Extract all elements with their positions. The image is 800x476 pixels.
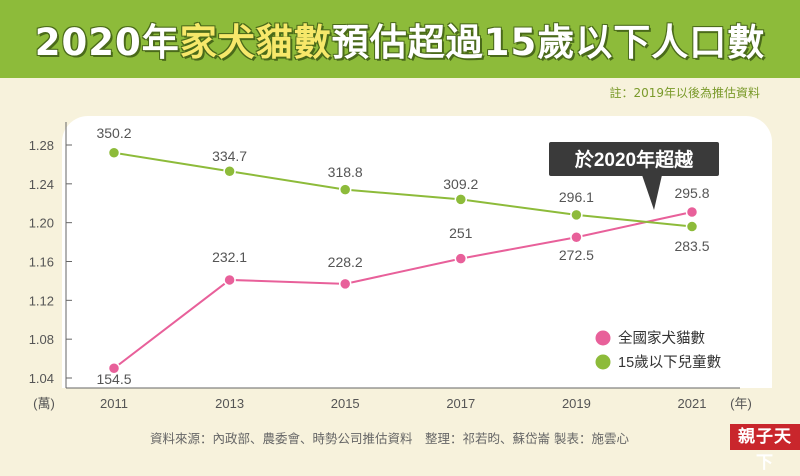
data-label-children: 296.1 xyxy=(559,189,594,205)
data-label-pets: 154.5 xyxy=(96,371,131,387)
line-chart: 1.28 1.24 1.20 1.16 1.12 1.08 1.04 (萬) 2011 2013 2… xyxy=(29,122,752,411)
data-label-children: 318.8 xyxy=(328,164,363,180)
y-tick-label: 1.04 xyxy=(29,371,54,386)
data-label-pets: 228.2 xyxy=(328,254,363,270)
data-label-children: 350.2 xyxy=(96,125,131,141)
y-axis-unit-label: (萬) xyxy=(33,396,55,411)
y-tick-label: 1.20 xyxy=(29,216,54,231)
data-label-pets: 295.8 xyxy=(674,185,709,201)
data-point xyxy=(338,183,352,196)
title-year: 2020年 xyxy=(34,21,180,64)
data-point xyxy=(454,193,468,206)
data-point xyxy=(685,220,699,233)
y-tick-label: 1.08 xyxy=(29,332,54,347)
y-tick-label: 1.16 xyxy=(29,255,54,270)
source-credit: 資料來源：內政部、農委會、時勢公司推估資料 整理：祁若昀、蘇岱崙 製表：施雲心 xyxy=(150,431,629,446)
legend-label: 全國家犬貓數 xyxy=(618,329,705,347)
legend-swatch xyxy=(595,330,611,346)
x-tick-label: 2013 xyxy=(215,396,244,411)
callout-pointer xyxy=(642,175,662,210)
y-tick-label: 1.12 xyxy=(29,293,54,308)
data-point xyxy=(223,273,236,287)
data-label-children: 283.5 xyxy=(674,238,709,254)
data-label-pets: 232.1 xyxy=(212,249,247,265)
data-point xyxy=(107,362,121,375)
callout-box xyxy=(549,142,719,176)
title-highlight: 家犬貓數 xyxy=(179,21,332,64)
series-line-children xyxy=(113,151,693,228)
legend-swatch xyxy=(595,354,611,370)
data-label-children: 309.2 xyxy=(443,176,478,192)
data-point xyxy=(570,208,583,222)
data-point xyxy=(570,230,583,244)
page-title: 2020年家犬貓數預估超過15歲以下人口數 xyxy=(0,12,800,66)
x-tick-label: 2021 xyxy=(678,396,707,411)
x-tick-label: 2015 xyxy=(331,396,360,411)
x-tick-label: 2019 xyxy=(562,396,591,411)
x-tick-label: 2017 xyxy=(446,396,475,411)
x-tick-label: 2011 xyxy=(100,396,128,411)
data-point xyxy=(223,164,236,178)
series-line-pets xyxy=(113,211,693,370)
publisher-logo: 親子天下 xyxy=(730,424,800,473)
data-point xyxy=(685,205,699,219)
legend-label: 15歲以下兒童數 xyxy=(618,353,721,371)
callout-text: 於2020年超越 xyxy=(575,148,694,171)
data-point xyxy=(107,146,121,160)
forecast-note: 註：2019年以後為推估資料 xyxy=(609,86,760,100)
data-point xyxy=(454,252,468,265)
title-rest: 預估超過15歲以下人口數 xyxy=(331,21,766,64)
data-label-pets: 272.5 xyxy=(559,247,594,263)
y-tick-label: 1.24 xyxy=(29,177,54,192)
data-label-children: 334.7 xyxy=(212,148,247,164)
y-tick-label: 1.28 xyxy=(29,138,54,153)
x-axis-unit-label: (年) xyxy=(730,396,752,411)
data-point xyxy=(338,277,352,291)
title-banner xyxy=(0,0,800,78)
data-label-pets: 251 xyxy=(449,225,473,241)
